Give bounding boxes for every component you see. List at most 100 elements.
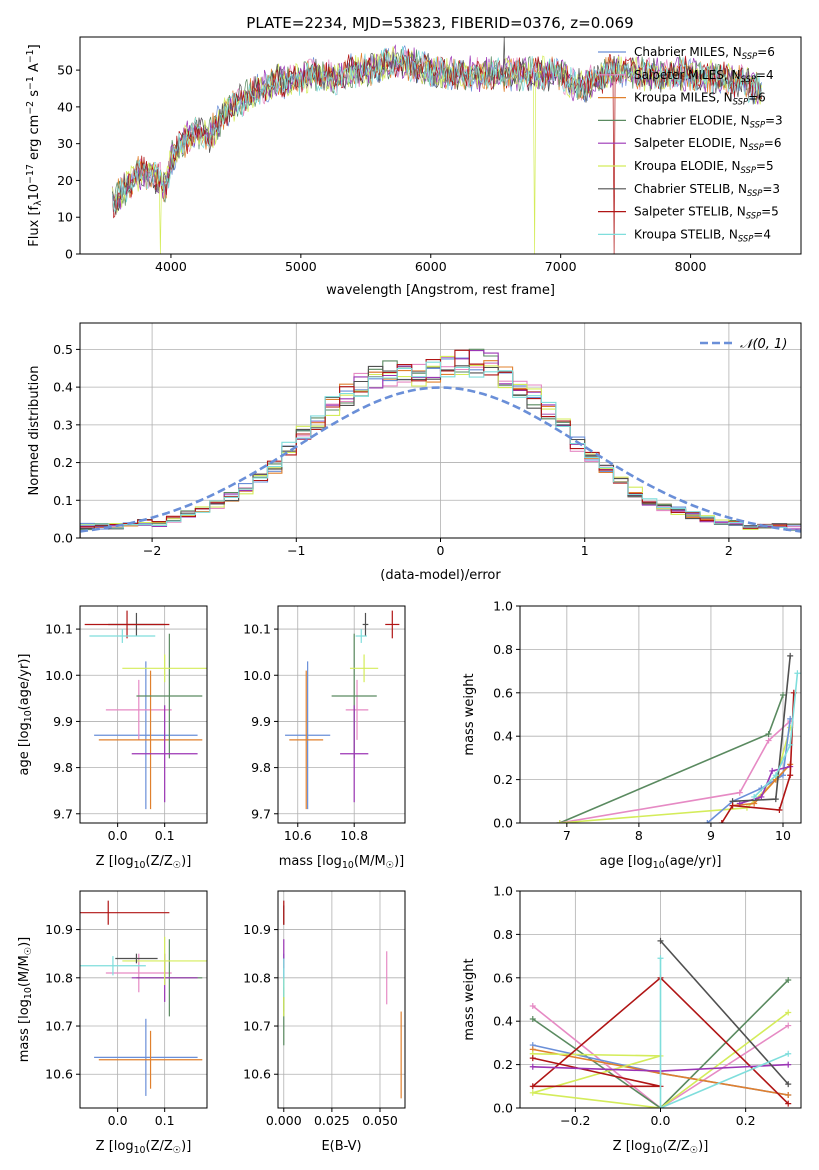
weight-marker-salpeter_elodie	[769, 767, 776, 774]
x-tick-label: −0.2	[560, 1113, 590, 1128]
legend-entry-chabrier_miles: Chabrier MILES, NSSP=6	[634, 45, 775, 61]
weight-marker-kroupa_miles	[751, 800, 758, 807]
weight-marker-salpeter_elodie	[758, 793, 765, 800]
weight-marker-salpeter_elodie	[785, 1061, 792, 1068]
x-axis-label: Z [log10(Z/Z☉)]	[96, 854, 192, 871]
y-tick-label: 0.0	[493, 1101, 513, 1116]
x-axis-label: mass [log10(M/M☉)]	[279, 854, 405, 871]
plot-area	[520, 891, 801, 1108]
y-tick-label: 40	[57, 99, 73, 114]
weight-marker-salpeter_miles	[765, 737, 772, 744]
weight-marker-kroupa_stelib	[772, 772, 779, 779]
y-tick-label: 10.7	[45, 1019, 73, 1034]
weight-marker-kroupa_stelib	[657, 1105, 664, 1108]
y-tick-label: 20	[57, 173, 73, 188]
weight-marker-chabrier_elodie	[765, 731, 772, 738]
weight-line-kroupa_elodie	[559, 727, 791, 823]
y-tick-label: 9.7	[251, 806, 271, 821]
x-tick-label: 6000	[415, 259, 447, 274]
weight-line-salpeter_miles	[532, 1005, 789, 1108]
x-axis-label: Z [log10(Z/Z☉)]	[96, 1139, 192, 1156]
y-tick-label: 0.2	[493, 1057, 513, 1072]
weight-marker-kroupa_stelib	[794, 670, 801, 677]
gaussian-curve	[80, 386, 801, 533]
x-tick-label: 0.0	[108, 828, 128, 843]
y-tick-label: 0.8	[493, 642, 513, 657]
y-tick-label: 0.2	[53, 455, 73, 470]
histogram-kroupa_stelib	[80, 361, 801, 538]
x-tick-label: 0.0	[651, 1113, 671, 1128]
weight-marker-chabrier_stelib	[785, 1081, 792, 1088]
plot-area	[80, 891, 207, 1108]
figure-title: PLATE=2234, MJD=53823, FIBERID=0376, z=0…	[246, 14, 633, 32]
x-axis-label: age [log10(age/yr)]	[600, 854, 722, 871]
weight-marker-kroupa_stelib	[657, 955, 664, 962]
y-tick-label: 9.9	[251, 714, 271, 729]
x-axis-label: (data-model)/error	[380, 568, 501, 583]
legend-entry-kroupa_stelib: Kroupa STELIB, NSSP=4	[634, 227, 771, 243]
axes-age_vs_mass: 10.6 10.8 9.7 9.8 9.9 10.0 10.1 mass [log10(M/M…	[243, 605, 406, 871]
y-tick-label: 10.1	[45, 622, 73, 637]
axes-frame	[79, 36, 802, 255]
axes-frame	[277, 605, 406, 824]
y-tick-label: 0.6	[493, 970, 513, 985]
y-tick-label: 10.7	[243, 1019, 271, 1034]
y-axis-label: Flux [fλ10−17 erg cm−2 s−1 A−1]	[25, 44, 44, 246]
y-tick-label: 10.0	[45, 668, 73, 683]
x-axis-label: Z [log10(Z/Z☉)]	[613, 1139, 709, 1156]
weight-marker-kroupa_stelib	[785, 1050, 792, 1057]
y-tick-label: 1.0	[493, 884, 513, 899]
axes-age_vs_z: 0.0 0.1 9.7 9.8 9.9 10.0 10.1 Z [log10(Z/Z☉)] ag…	[17, 605, 208, 871]
weight-marker-salpeter_stelib	[718, 820, 725, 823]
y-axis-label: Normed distribution	[27, 366, 42, 496]
weight-marker-salpeter_stelib	[529, 1055, 536, 1062]
weight-marker-salpeter_stelib	[787, 772, 794, 779]
weight-marker-kroupa_elodie	[556, 820, 563, 823]
x-tick-label: −1	[287, 543, 305, 558]
weight-marker-chabrier_elodie	[779, 691, 786, 698]
y-tick-label: 10.9	[45, 922, 73, 937]
x-tick-label: 0.050	[362, 1113, 398, 1128]
x-axis-label: wavelength [Angstrom, rest frame]	[326, 283, 555, 298]
x-axis-label: E(B-V)	[321, 1139, 361, 1154]
weight-line-salpeter_miles	[559, 720, 791, 823]
y-tick-label: 0.6	[493, 685, 513, 700]
legend-entry-salpeter_elodie: Salpeter ELODIE, NSSP=6	[634, 136, 782, 152]
y-tick-label: 0.4	[493, 729, 513, 744]
x-tick-label: −2	[143, 543, 161, 558]
y-tick-label: 10.6	[243, 1067, 271, 1082]
y-axis-label: mass [log10(M/M☉)]	[17, 937, 34, 1063]
y-tick-label: 9.7	[53, 806, 73, 821]
x-tick-label: 0.000	[266, 1113, 302, 1128]
axes-residual_hist: −2 −1 0 1 2 0.0 0.1 0.2 0.3 0.4 0.5 (data-model)/er…	[27, 322, 802, 583]
axes-frame	[519, 605, 802, 824]
axes-frame	[79, 605, 208, 824]
weight-marker-salpeter_miles	[529, 1003, 536, 1010]
weight-marker-salpeter_miles	[736, 789, 743, 796]
plot-area	[520, 606, 801, 823]
plot-layer: 4000 5000 6000 7000 800001020304050wavelengt…	[17, 36, 802, 1156]
weight-marker-chabrier_elodie	[785, 976, 792, 983]
x-tick-label: 0.2	[736, 1113, 756, 1128]
y-tick-label: 0.2	[493, 772, 513, 787]
weight-marker-kroupa_stelib	[787, 741, 794, 748]
x-tick-label: 8000	[675, 259, 707, 274]
y-axis-label: mass weight	[462, 673, 477, 755]
y-tick-label: 10.9	[243, 922, 271, 937]
plot-area	[80, 323, 801, 538]
y-tick-label: 0.4	[53, 380, 73, 395]
weight-line-kroupa_miles	[732, 763, 791, 807]
y-tick-label: 0.3	[53, 417, 73, 432]
axes-spectrum: 4000 5000 6000 7000 8000 0 10 20 30 40 50 wavelengt…	[25, 36, 802, 298]
axes-weight_vs_z: −0.2 0.0 0.2 0.0 0.2 0.4 0.6 0.8 1.0 Z [log10(Z/Z…	[462, 884, 802, 1156]
legend-entry-kroupa_miles: Kroupa MILES, NSSP=6	[634, 91, 766, 107]
y-tick-label: 10.6	[45, 1067, 73, 1082]
x-tick-label: 7	[563, 828, 571, 843]
weight-marker-kroupa_miles	[785, 1091, 792, 1098]
weight-marker-salpeter_miles	[785, 1022, 792, 1029]
gaussian-legend-label: 𝒩(0, 1)	[740, 337, 787, 352]
axes-frame	[277, 890, 406, 1109]
y-tick-label: 10.1	[243, 622, 271, 637]
y-tick-label: 0.4	[493, 1014, 513, 1029]
axes-frame	[79, 890, 208, 1109]
